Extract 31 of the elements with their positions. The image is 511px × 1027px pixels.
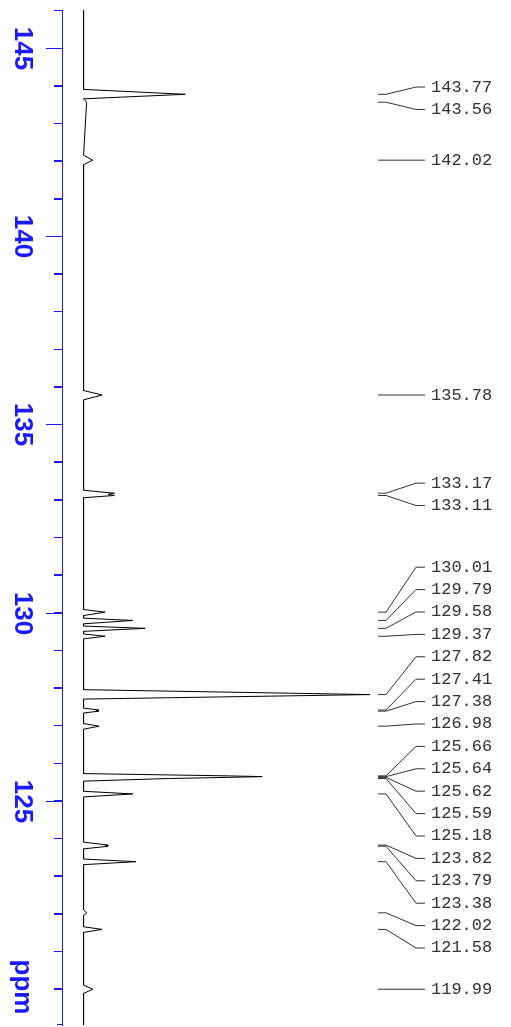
- y-tick-label: 145: [8, 26, 39, 71]
- text: 127.41: [431, 669, 493, 689]
- text: 130.01: [431, 557, 493, 577]
- text: 125.62: [431, 781, 493, 801]
- text: 123.82: [431, 848, 493, 868]
- text: 125.64: [431, 759, 493, 779]
- text: 143.77: [431, 77, 493, 97]
- text: 143.56: [431, 99, 493, 119]
- y-axis-title: ppm: [8, 959, 39, 1015]
- text: 133.17: [431, 473, 493, 493]
- text: 126.98: [431, 714, 493, 734]
- y-tick-label: 125: [8, 779, 39, 824]
- text: 142.02: [431, 150, 493, 170]
- text: 122.02: [431, 916, 493, 936]
- text: 129.79: [431, 580, 493, 600]
- text: 129.58: [431, 602, 493, 622]
- y-tick-label: 130: [8, 591, 39, 636]
- text: 127.82: [431, 647, 493, 667]
- text: 125.18: [431, 826, 493, 846]
- text: 123.79: [431, 871, 493, 891]
- text: 123.38: [431, 893, 493, 913]
- text: 129.37: [431, 624, 493, 644]
- text: 125.59: [431, 804, 493, 824]
- text: 127.38: [431, 692, 493, 712]
- text: 119.99: [431, 979, 493, 999]
- y-tick-label: 140: [8, 214, 39, 259]
- text: 133.11: [431, 496, 493, 516]
- text: 135.78: [431, 385, 493, 405]
- text: 121.58: [431, 938, 493, 958]
- y-tick-label: 135: [8, 402, 39, 447]
- text: 125.66: [431, 736, 493, 756]
